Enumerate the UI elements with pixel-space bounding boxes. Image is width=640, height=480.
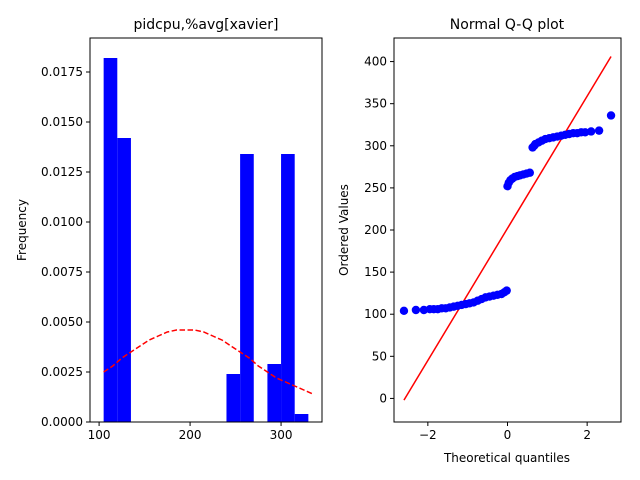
histogram-bar: [294, 414, 309, 422]
qq-plot-y-axis-label: Ordered Values: [337, 184, 351, 276]
qq-plot-y-ticks: 0 50 100 150 200 250 300 350 400: [364, 55, 394, 405]
histogram-title: pidcpu,%avg[xavier]: [134, 17, 279, 33]
histogram-y-tick-label: 0.0025: [41, 365, 83, 379]
normal-fit-curve: [103, 329, 314, 395]
qq-plot-y-tick-label: 200: [364, 223, 387, 237]
histogram-bar: [267, 364, 282, 422]
histogram-bar: [240, 154, 254, 422]
histogram-bars: [103, 58, 309, 422]
histogram-bar: [226, 374, 241, 422]
qq-plot-x-axis-label: Theoretical quantiles: [443, 451, 570, 465]
qq-reference-line: [403, 56, 612, 401]
histogram-bar: [103, 58, 118, 422]
histogram-y-tick-label: 0.0100: [41, 215, 83, 229]
histogram-bar: [117, 138, 131, 422]
qq-point: [525, 168, 535, 177]
histogram-axes-frame: [89, 37, 323, 423]
histogram-panel: pidcpu,%avg[xavier] Frequency 100 200 300 …: [15, 17, 323, 442]
qq-plot-x-tick-label: 2: [583, 428, 591, 442]
histogram-x-tick-label: 100: [88, 428, 111, 442]
qq-plot-y-tick-label: 50: [372, 349, 387, 363]
qq-plot-y-tick-label: 300: [364, 139, 387, 153]
qq-point: [399, 306, 409, 316]
qq-point: [594, 126, 604, 135]
qq-plot-y-tick-label: 100: [364, 307, 387, 321]
qq-point: [606, 111, 616, 120]
histogram-y-tick-label: 0.0175: [41, 65, 83, 79]
histogram-y-tick-label: 0.0000: [41, 415, 83, 429]
histogram-y-tick-label: 0.0150: [41, 115, 83, 129]
qq-plot-y-tick-label: 150: [364, 265, 387, 279]
qq-plot-x-ticks: −2 0 2: [419, 422, 591, 442]
qq-plot-x-tick-label: −2: [419, 428, 437, 442]
histogram-y-tick-label: 0.0125: [41, 165, 83, 179]
histogram-x-tick-label: 200: [179, 428, 202, 442]
qq-plot-y-tick-label: 400: [364, 55, 387, 69]
histogram-y-ticks: 0.0000 0.0025 0.0050 0.0075 0.0100 0.0125 0.01…: [41, 65, 90, 429]
histogram-y-tick-label: 0.0075: [41, 265, 83, 279]
histogram-y-axis-label: Frequency: [15, 199, 29, 261]
normal-fit-curve-line: [103, 329, 314, 395]
qq-plot-y-tick-label: 0: [379, 391, 387, 405]
histogram-x-tick-label: 300: [270, 428, 293, 442]
qq-plot-title: Normal Q-Q plot: [450, 17, 565, 33]
qq-plot-x-tick-label: 0: [504, 428, 512, 442]
histogram-bar: [281, 154, 295, 422]
qq-point: [586, 127, 596, 136]
qq-point: [411, 305, 421, 315]
qq-reference-line-segment: [403, 56, 612, 401]
qq-plot-y-tick-label: 350: [364, 97, 387, 111]
qq-plot-panel: Normal Q-Q plot Theoretical quantiles Or…: [337, 17, 622, 465]
qq-point: [502, 286, 511, 295]
qq-points: [399, 111, 616, 316]
histogram-y-tick-label: 0.0050: [41, 315, 83, 329]
histogram-x-ticks: 100 200 300: [88, 422, 293, 442]
qq-plot-y-tick-label: 250: [364, 181, 387, 195]
